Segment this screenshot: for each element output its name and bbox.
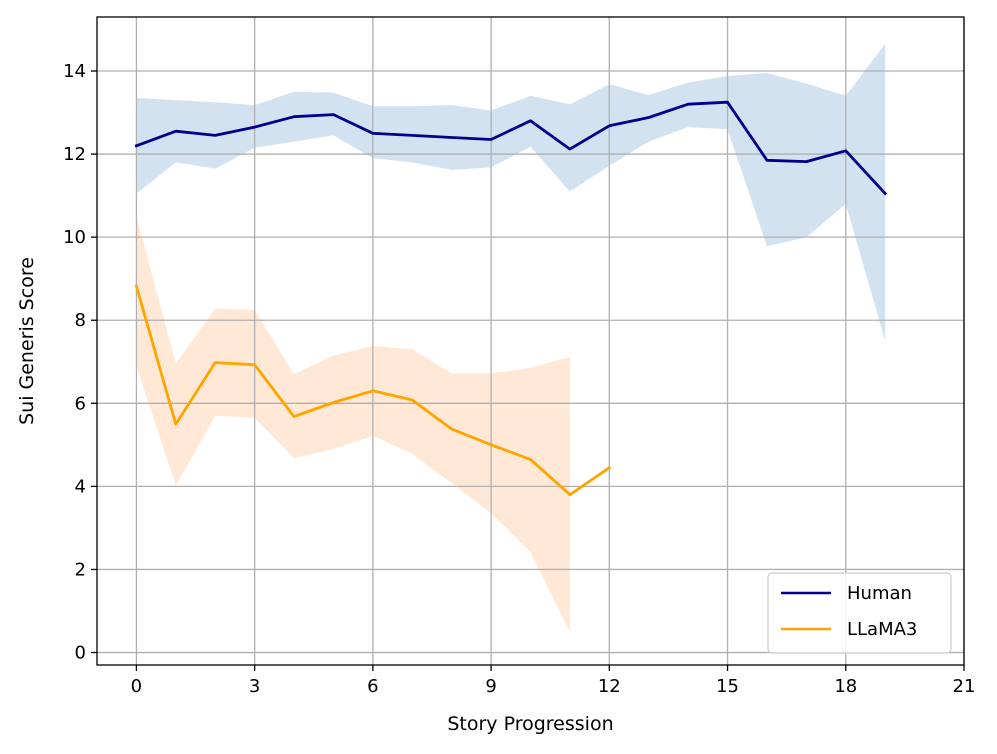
axis-ticks: 0 3 6 9 12 15 18 21 0 2 4 6 8 10 12 14 — [63, 61, 975, 697]
y-tick-label: 8 — [75, 310, 86, 331]
x-tick-label: 6 — [367, 676, 378, 697]
legend-label-human: Human — [847, 583, 912, 604]
y-tick-label: 10 — [63, 227, 86, 248]
y-axis-label: Sui Generis Score — [16, 257, 38, 425]
y-tick-label: 6 — [75, 393, 86, 414]
y-tick-label: 4 — [75, 476, 86, 497]
band-human — [136, 44, 886, 341]
y-tick-label: 2 — [75, 559, 86, 580]
y-tick-label: 14 — [63, 61, 86, 82]
x-tick-label: 3 — [249, 676, 260, 697]
series-lines — [134, 100, 888, 497]
plot-frame — [96, 16, 965, 666]
x-tick-label: 0 — [131, 676, 142, 697]
y-tick-label: 12 — [63, 144, 86, 165]
gridlines — [97, 17, 965, 665]
series-line-human — [134, 100, 888, 196]
x-tick-label: 15 — [716, 676, 739, 697]
x-tick-label: 21 — [953, 676, 976, 697]
x-tick-label: 9 — [485, 676, 496, 697]
legend: Human LLaMA3 — [767, 572, 952, 654]
series-line-llama3 — [134, 284, 612, 497]
x-tick-label: 12 — [598, 676, 621, 697]
x-tick-label: 18 — [834, 676, 857, 697]
x-axis-label: Story Progression — [447, 713, 613, 735]
y-tick-label: 0 — [75, 643, 86, 664]
legend-label-llama3: LLaMA3 — [847, 619, 917, 640]
